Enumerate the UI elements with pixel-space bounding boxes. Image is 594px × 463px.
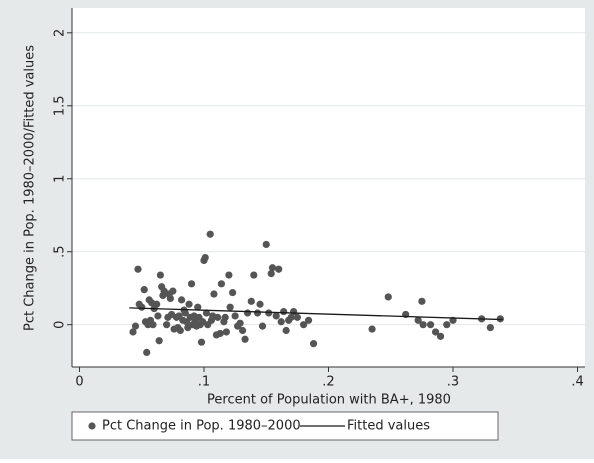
point (140, 286, 148, 294)
plot-area (72, 8, 585, 367)
point (243, 309, 252, 317)
point (265, 309, 273, 317)
point (197, 338, 206, 346)
point (443, 321, 451, 329)
legend-label: Fitted values (347, 419, 430, 434)
point (250, 271, 258, 279)
point (206, 230, 214, 238)
point (277, 318, 285, 326)
point (226, 303, 234, 311)
point (231, 312, 239, 320)
point (187, 280, 196, 288)
point (154, 312, 162, 320)
point (155, 337, 163, 345)
y-tick-label: .5 (53, 246, 68, 258)
y-tick-label: 1 (53, 175, 68, 183)
legend-marker (88, 422, 96, 430)
point (166, 294, 174, 303)
point (268, 264, 277, 272)
point (427, 321, 435, 329)
y-tick-label: 1.5 (53, 95, 68, 116)
legend-label: Pct Change in Pop. 1980–2000 (102, 419, 301, 434)
point (153, 300, 161, 308)
point (267, 270, 275, 278)
point (214, 313, 222, 321)
x-tick-label: .4 (571, 375, 583, 390)
point (129, 328, 137, 336)
point (222, 328, 230, 336)
point (496, 315, 504, 323)
point (368, 325, 376, 333)
x-tick-label: .3 (447, 375, 459, 390)
point (431, 328, 440, 336)
point (217, 280, 226, 288)
point (419, 321, 427, 329)
point (304, 316, 313, 324)
point (236, 319, 244, 327)
point (143, 348, 151, 357)
point (275, 265, 283, 273)
point (280, 307, 288, 316)
point (309, 340, 318, 348)
y-tick-label: 0 (53, 321, 68, 329)
point (156, 271, 165, 279)
point (177, 296, 186, 304)
point (225, 271, 233, 279)
point (287, 313, 295, 321)
y-axis-title: Pct Change in Pop. 1980–2000/Fitted valu… (23, 45, 38, 331)
point (201, 253, 209, 262)
x-tick-label: .1 (198, 375, 210, 390)
point (216, 329, 224, 338)
point (272, 312, 280, 320)
point (241, 335, 249, 343)
point (238, 326, 247, 335)
legend (71, 411, 499, 441)
fitted-line (129, 307, 503, 321)
point (194, 303, 202, 311)
point (262, 240, 270, 249)
point (229, 288, 237, 297)
point (134, 265, 142, 273)
point (131, 322, 140, 330)
point (181, 309, 189, 317)
x-tick-label: 0 (75, 375, 83, 390)
point (210, 290, 218, 298)
point (247, 297, 255, 305)
point (202, 309, 211, 317)
x-tick-label: .2 (322, 375, 334, 390)
point (418, 297, 426, 305)
point (176, 326, 184, 335)
point (256, 300, 264, 308)
point (169, 287, 177, 295)
point (282, 326, 290, 335)
point (436, 332, 445, 340)
y-tick-label: 2 (53, 29, 68, 37)
point (299, 321, 308, 329)
point (221, 313, 229, 321)
point (138, 303, 146, 311)
point (486, 323, 494, 332)
point (414, 316, 422, 324)
point (253, 309, 262, 317)
point (149, 321, 157, 329)
x-axis-title: Percent of Population with BA+, 1980 (207, 393, 451, 408)
point (293, 313, 301, 321)
point (258, 322, 267, 330)
point (163, 321, 171, 329)
point (185, 300, 193, 308)
point (384, 293, 392, 301)
